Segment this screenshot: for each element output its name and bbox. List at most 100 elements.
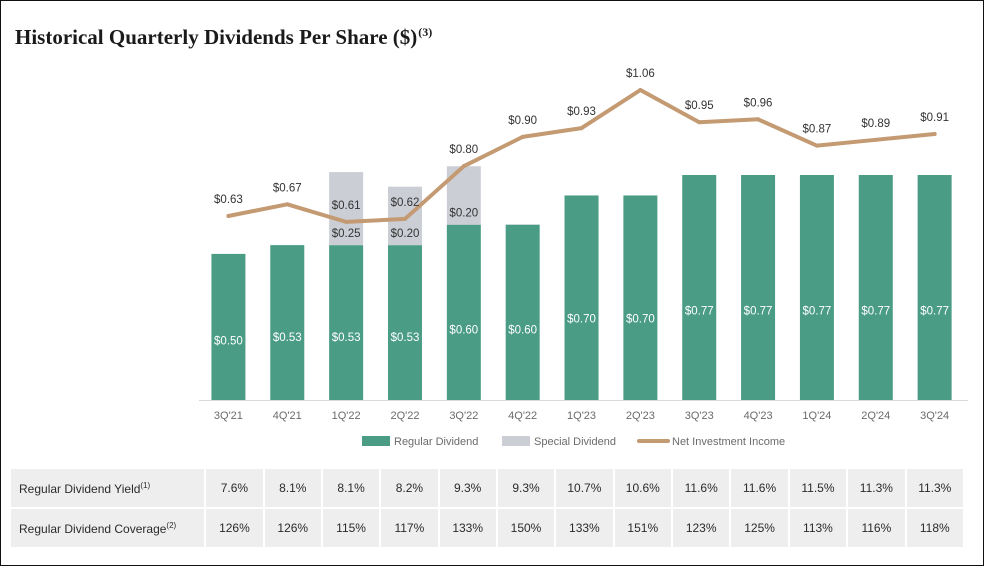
metrics-row-footnote: (2) (166, 520, 177, 530)
regular-dividend-label: $0.53 (273, 332, 302, 344)
regular-dividend-bar (564, 195, 599, 400)
x-tick-label: 4Q'23 (744, 410, 773, 422)
metrics-cell: 116% (848, 509, 905, 547)
metrics-cell: 10.7% (556, 469, 613, 507)
metrics-cell: 118% (906, 509, 963, 547)
regular-dividend-label: $0.77 (861, 306, 890, 318)
metrics-row: Regular Dividend Yield(1) 7.6% 8.1% 8.1% 8.2… (11, 469, 963, 507)
regular-dividend-label: $0.60 (449, 324, 478, 336)
metrics-cell: 125% (731, 509, 788, 547)
net-investment-income-label: $0.96 (744, 97, 773, 109)
net-investment-income-point (402, 216, 407, 221)
metrics-cell: 117% (381, 509, 438, 547)
regular-dividend-label: $0.53 (332, 332, 361, 344)
net-investment-income-label: $0.67 (273, 182, 302, 194)
net-investment-income-label: $0.93 (567, 106, 596, 118)
chart-title-footnote: (3) (418, 25, 433, 39)
net-investment-income-point (226, 214, 231, 218)
regular-dividend-label: $0.77 (803, 306, 832, 318)
net-investment-income-point (697, 120, 702, 125)
regular-dividend-bar (682, 175, 717, 400)
special-dividend-bar (329, 172, 364, 246)
metrics-cell: 113% (789, 509, 847, 547)
net-investment-income-label: $1.06 (626, 68, 655, 80)
metrics-cell: 115% (322, 509, 380, 547)
net-investment-income-point (873, 137, 878, 142)
regular-dividend-label: $0.60 (508, 324, 537, 336)
regular-dividend-bar (858, 175, 893, 400)
metrics-row: Regular Dividend Coverage(2) 126% 126% 115%… (11, 509, 963, 547)
metrics-cell: 11.3% (906, 469, 963, 507)
special-dividend-label: $0.20 (391, 228, 420, 240)
metrics-cell: 11.6% (731, 469, 788, 507)
x-tick-label: 1Q'23 (567, 410, 596, 422)
regular-dividend-label: $0.70 (626, 313, 655, 325)
regular-dividend-label: $0.50 (214, 335, 243, 347)
chart-title-text: Historical Quarterly Dividends Per Share… (15, 25, 418, 49)
net-investment-income-label: $0.80 (449, 144, 478, 156)
regular-dividend-bar (623, 195, 658, 400)
net-investment-income-label: $0.87 (803, 124, 832, 136)
x-tick-label: 3Q'24 (920, 410, 949, 422)
metrics-cell: 126% (264, 509, 321, 547)
metrics-cell: 9.3% (439, 469, 496, 507)
legend-nii-label: Net Investment Income (672, 436, 785, 448)
metrics-row-label-text: Regular Dividend Yield (19, 481, 141, 496)
net-investment-income-point (756, 117, 761, 122)
metrics-cell: 9.3% (497, 469, 555, 507)
net-investment-income-label: $0.90 (508, 115, 537, 127)
net-investment-income-point (461, 164, 466, 169)
legend-special-swatch (502, 436, 530, 446)
x-tick-label: 3Q'23 (685, 410, 714, 422)
regular-dividend-label: $0.77 (744, 306, 773, 318)
x-tick-label: 3Q'22 (449, 410, 478, 422)
special-dividend-label: $0.20 (449, 208, 478, 220)
metrics-cell: 8.1% (322, 469, 380, 507)
net-investment-income-point (344, 219, 349, 224)
regular-dividend-bar (270, 245, 305, 400)
legend-special-label: Special Dividend (534, 436, 616, 448)
regular-dividend-bar (446, 224, 481, 400)
net-investment-income-point (285, 202, 290, 207)
x-tick-label: 4Q'21 (273, 410, 302, 422)
x-tick-label: 2Q'24 (861, 410, 890, 422)
x-tick-label: 4Q'22 (508, 410, 537, 422)
net-investment-income-label: $0.62 (391, 197, 420, 209)
net-investment-income-label: $0.91 (920, 112, 949, 124)
metrics-cell: 150% (497, 509, 555, 547)
metrics-cell: 8.1% (264, 469, 321, 507)
x-tick-label: 3Q'21 (214, 410, 243, 422)
regular-dividend-bar (505, 224, 540, 400)
chart-title: Historical Quarterly Dividends Per Share… (15, 25, 432, 50)
metrics-row-label-text: Regular Dividend Coverage (19, 521, 167, 536)
regular-dividend-label: $0.53 (391, 332, 420, 344)
x-tick-label: 2Q'23 (626, 410, 655, 422)
regular-dividend-label: $0.77 (685, 306, 714, 318)
regular-dividend-bar (917, 175, 952, 400)
net-investment-income-label: $0.63 (214, 194, 243, 206)
regular-dividend-label: $0.70 (567, 313, 596, 325)
net-investment-income-label: $0.95 (685, 100, 714, 112)
legend-regular-swatch (362, 436, 390, 446)
metrics-row-label: Regular Dividend Yield(1) (11, 469, 205, 507)
net-investment-income-point (520, 134, 525, 139)
dividend-chart: $0.50 3Q'21 $0.53 4Q'21 $0.53 $0.25 1Q'22 $0.53… (199, 68, 969, 448)
x-tick-label: 2Q'22 (390, 410, 419, 422)
net-investment-income-point (814, 143, 819, 148)
net-investment-income-label: $0.61 (332, 200, 361, 212)
regular-dividend-bar (799, 175, 834, 400)
net-investment-income-point (932, 131, 937, 136)
metrics-row-label: Regular Dividend Coverage(2) (11, 509, 205, 547)
metrics-cell: 126% (206, 509, 263, 547)
regular-dividend-label: $0.77 (920, 306, 949, 318)
regular-dividend-bar (211, 253, 246, 400)
metrics-cell: 11.5% (789, 469, 847, 507)
metrics-cell: 151% (614, 509, 671, 547)
special-dividend-label: $0.25 (332, 228, 361, 240)
net-investment-income-point (638, 88, 643, 92)
legend-regular-label: Regular Dividend (394, 436, 478, 448)
net-investment-income-label: $0.89 (861, 118, 890, 130)
metrics-cell: 11.3% (848, 469, 905, 507)
metrics-cell: 133% (556, 509, 613, 547)
